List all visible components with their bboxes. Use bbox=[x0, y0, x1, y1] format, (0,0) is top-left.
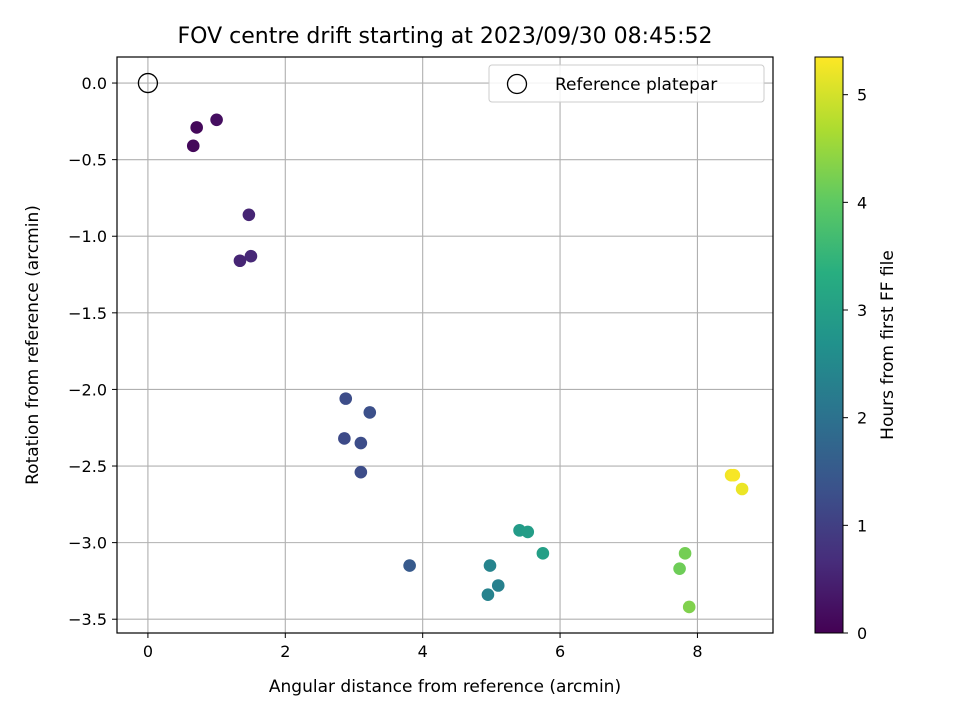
data-point bbox=[483, 559, 497, 572]
data-point bbox=[363, 406, 377, 419]
data-point bbox=[481, 588, 495, 602]
data-point bbox=[727, 468, 741, 482]
y-axis-ticks: 0.0 −0.5 −1.0 −1.5 −2.0 −2.5 −3.0 −3.5 bbox=[68, 74, 117, 629]
x-tick-label: 2 bbox=[280, 642, 290, 661]
data-point bbox=[678, 547, 692, 560]
y-tick-label: −2.5 bbox=[68, 457, 107, 476]
colorbar-tick-label: 4 bbox=[857, 193, 867, 212]
x-axis-label: Angular distance from reference (arcmin) bbox=[269, 677, 621, 697]
data-point bbox=[521, 525, 535, 539]
colorbar-tick-label: 5 bbox=[857, 86, 867, 105]
y-tick-label: −3.5 bbox=[68, 610, 107, 629]
chart-title: FOV centre drift starting at 2023/09/30 … bbox=[178, 24, 713, 49]
data-point bbox=[210, 113, 223, 127]
colorbar-ticks: 0 1 2 3 4 5 bbox=[843, 86, 867, 643]
data-point bbox=[491, 579, 505, 592]
y-tick-label: −2.0 bbox=[68, 380, 107, 399]
colorbar-gradient bbox=[814, 56, 844, 634]
legend-box bbox=[488, 64, 765, 103]
legend-entry-reference-platepar: Reference platepar bbox=[555, 75, 717, 95]
data-point bbox=[186, 139, 200, 153]
data-point bbox=[673, 562, 686, 575]
colorbar-tick-label: 3 bbox=[857, 301, 867, 320]
colorbar-tick-label: 0 bbox=[857, 624, 867, 643]
data-point bbox=[403, 559, 416, 572]
legend-reference-marker bbox=[506, 73, 528, 95]
reference-platepar-point bbox=[137, 72, 159, 94]
y-tick-label: 0.0 bbox=[82, 74, 107, 93]
y-tick-label: −1.5 bbox=[68, 304, 107, 323]
x-tick-label: 4 bbox=[418, 642, 428, 661]
data-point bbox=[536, 547, 550, 560]
x-tick-label: 6 bbox=[555, 642, 565, 661]
colorbar: 0 1 2 3 4 5 Hours from first FF file bbox=[814, 56, 898, 643]
data-point bbox=[682, 600, 696, 614]
data-point bbox=[244, 249, 258, 263]
data-point bbox=[338, 432, 351, 445]
y-axis-label: Rotation from reference (arcmin) bbox=[23, 205, 43, 485]
legend: Reference platepar bbox=[488, 64, 765, 103]
data-point bbox=[339, 392, 353, 405]
data-point bbox=[735, 482, 749, 496]
data-point bbox=[233, 254, 247, 268]
colorbar-tick-label: 1 bbox=[857, 516, 867, 535]
y-tick-label: −1.0 bbox=[68, 227, 107, 246]
data-points bbox=[186, 113, 749, 614]
plot-frame bbox=[116, 56, 774, 634]
y-tick-label: −0.5 bbox=[68, 151, 107, 170]
data-point bbox=[242, 208, 256, 222]
colorbar-tick-label: 2 bbox=[857, 409, 867, 428]
x-axis-ticks: 0 2 4 6 8 bbox=[143, 633, 703, 661]
grid-lines bbox=[117, 57, 773, 633]
data-point bbox=[190, 121, 203, 134]
data-point bbox=[354, 436, 368, 450]
reference-marker bbox=[137, 72, 159, 94]
data-point bbox=[354, 465, 368, 479]
x-tick-label: 0 bbox=[143, 642, 153, 661]
colorbar-label: Hours from first FF file bbox=[878, 250, 898, 440]
x-tick-label: 8 bbox=[692, 642, 702, 661]
y-tick-label: −3.0 bbox=[68, 534, 107, 553]
